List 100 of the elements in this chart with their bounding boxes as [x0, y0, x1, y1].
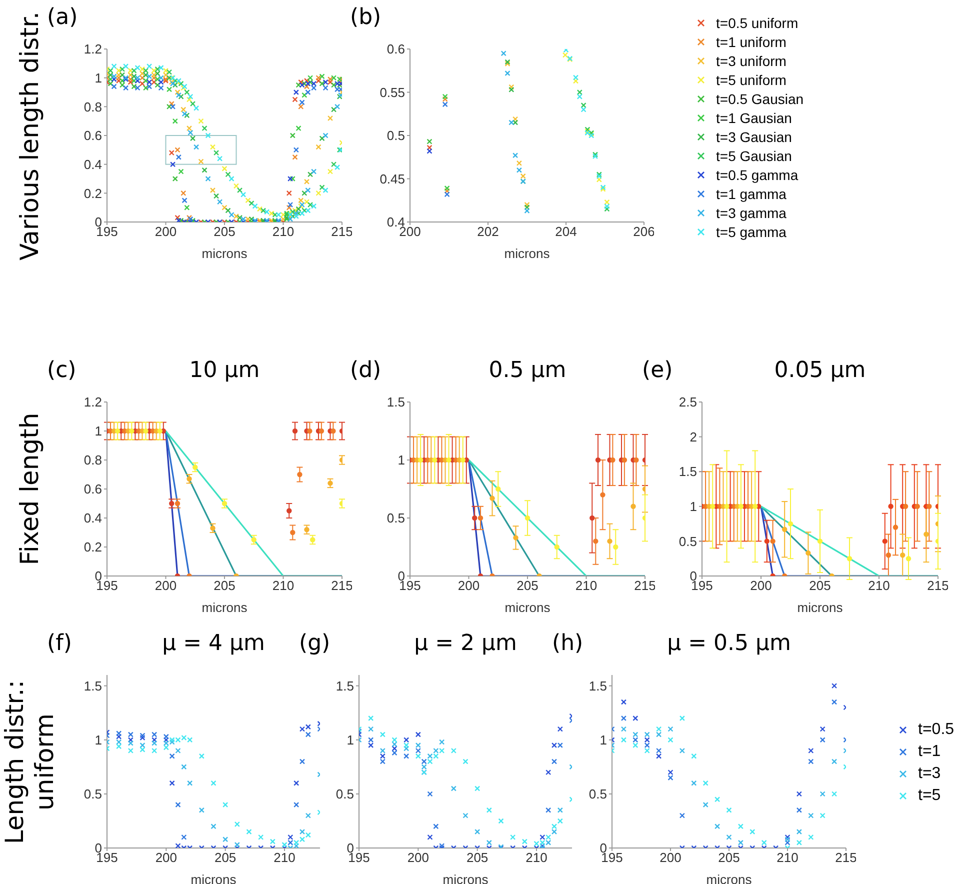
x-axis-title: microns: [190, 872, 237, 884]
legend-label: t=0.5 gamma: [716, 166, 798, 182]
y-tick-label: 0.5: [386, 128, 405, 144]
y-axis-title: Fixed length: [15, 412, 45, 566]
x-tick-label: 205: [466, 850, 488, 866]
y-tick-label: 2: [690, 429, 697, 444]
x-tick-label: 205: [516, 578, 538, 594]
y-tick-label: 1.5: [678, 464, 697, 480]
legend-label: t=1 Gausian: [716, 110, 792, 126]
x-tick-label: 210: [526, 850, 548, 866]
y-tick-label: 0.5: [336, 786, 354, 802]
text: (a): [47, 5, 78, 30]
y-tick-label: 0.45: [380, 171, 405, 186]
legend-label: t=3 uniform: [716, 52, 786, 68]
x-axis-title: microns: [797, 600, 844, 615]
chart-title: 10 µm: [188, 358, 261, 383]
chart-title: μ = 2 μm: [414, 631, 517, 656]
text: (g): [299, 631, 330, 656]
x-tick-label: 200: [155, 850, 178, 866]
y-tick-label: 0.6: [84, 128, 102, 144]
y-tick-label: 1.5: [588, 678, 607, 694]
y-tick-label: 1: [398, 452, 405, 468]
x-tick-label: 210: [868, 578, 890, 594]
y-tick-label: 0.5: [84, 786, 102, 802]
x-tick-label: 200: [154, 224, 177, 240]
y-tick-label: 0.8: [84, 99, 102, 114]
y-tick-label: 1: [94, 70, 102, 86]
y-tick-label: 1: [94, 732, 102, 748]
x-tick-label: 210: [272, 578, 294, 594]
legend-label: t=5 gamma: [716, 224, 786, 240]
x-tick-label: 210: [776, 850, 798, 866]
x-tick-label: 200: [660, 850, 682, 866]
text: (d): [350, 358, 382, 383]
legend-label: t=5 Gausian: [716, 148, 792, 164]
x-tick-label: 205: [214, 578, 236, 594]
x-tick-label: 215: [927, 578, 949, 594]
y-tick-label: 1: [690, 499, 697, 514]
x-tick-label: 215: [835, 850, 857, 866]
x-tick-label: 200: [407, 850, 430, 866]
x-axis-title: microns: [202, 600, 248, 615]
legend-label: t=5 uniform: [716, 72, 786, 88]
y-tick-label: 0.5: [678, 534, 697, 549]
y-tick-label: 1: [600, 732, 607, 748]
y-tick-label: 0.6: [84, 482, 102, 497]
x-axis-title: microns: [504, 600, 551, 615]
x-axis-title: microns: [706, 872, 752, 884]
x-tick-label: 200: [458, 578, 480, 594]
x-tick-label: 205: [718, 850, 740, 866]
legend-label: t=0.5: [918, 721, 954, 739]
x-axis-title: microns: [504, 246, 550, 261]
y-tick-label: 1: [346, 732, 354, 748]
y-tick-label: 1.5: [336, 678, 354, 694]
x-tick-label: 215: [331, 224, 353, 240]
legend-label: t=1 gamma: [716, 186, 786, 202]
y-tick-label: 0.5: [386, 510, 405, 526]
text: (e): [642, 358, 673, 383]
x-tick-label: 210: [274, 850, 296, 866]
chart-title: μ = 4 μm: [162, 631, 265, 656]
legend-label: t=3 gamma: [716, 204, 786, 220]
y-tick-label: 0.6: [386, 42, 405, 57]
y-tick-label: 2.5: [678, 394, 697, 410]
y-axis-title: Length distr.: uniform: [0, 679, 60, 844]
x-tick-label: 200: [154, 578, 177, 594]
legend-label: t=5: [918, 787, 941, 805]
legend-label: t=1 uniform: [716, 34, 786, 50]
text: (b): [350, 5, 382, 30]
chart-title: 0.05 µm: [773, 358, 867, 383]
x-axis-title: microns: [202, 246, 248, 261]
legend-label: t=0.5 uniform: [716, 14, 798, 30]
y-tick-label: 0.2: [84, 186, 102, 201]
x-tick-label: 205: [214, 224, 236, 240]
text: (f): [47, 631, 72, 656]
text: (c): [47, 358, 76, 383]
x-tick-label: 210: [575, 578, 598, 594]
legend-label: t=1: [918, 743, 941, 761]
legend-label: t=3 Gausian: [716, 128, 792, 144]
chart-title: μ = 0.5 μm: [666, 631, 792, 656]
y-axis-title: Various length distr.: [15, 10, 45, 260]
legend-label: t=0.5 Gausian: [716, 90, 804, 106]
legend-label: t=3: [918, 765, 941, 783]
y-tick-label: 1.5: [386, 394, 405, 410]
x-tick-label: 200: [750, 578, 772, 594]
y-tick-label: 0.4: [84, 510, 102, 526]
y-tick-label: 0.55: [380, 84, 405, 100]
y-tick-label: 0.8: [84, 452, 102, 468]
x-tick-label: 206: [633, 224, 655, 240]
x-tick-label: 210: [272, 224, 294, 240]
y-tick-label: 1.2: [84, 42, 102, 57]
y-tick-label: 0.2: [84, 540, 102, 555]
y-tick-label: 0.4: [84, 156, 102, 172]
x-tick-label: 205: [214, 850, 236, 866]
y-tick-label: 1: [94, 424, 102, 439]
y-tick-label: 1.5: [84, 678, 102, 694]
x-tick-label: 204: [555, 224, 577, 240]
x-axis-title: microns: [442, 872, 489, 884]
y-tick-label: 0.5: [588, 786, 607, 802]
y-tick-label: 1.2: [84, 394, 102, 410]
text: (h): [552, 631, 584, 656]
x-tick-label: 215: [331, 578, 353, 594]
chart-title: 0.5 µm: [488, 358, 566, 383]
